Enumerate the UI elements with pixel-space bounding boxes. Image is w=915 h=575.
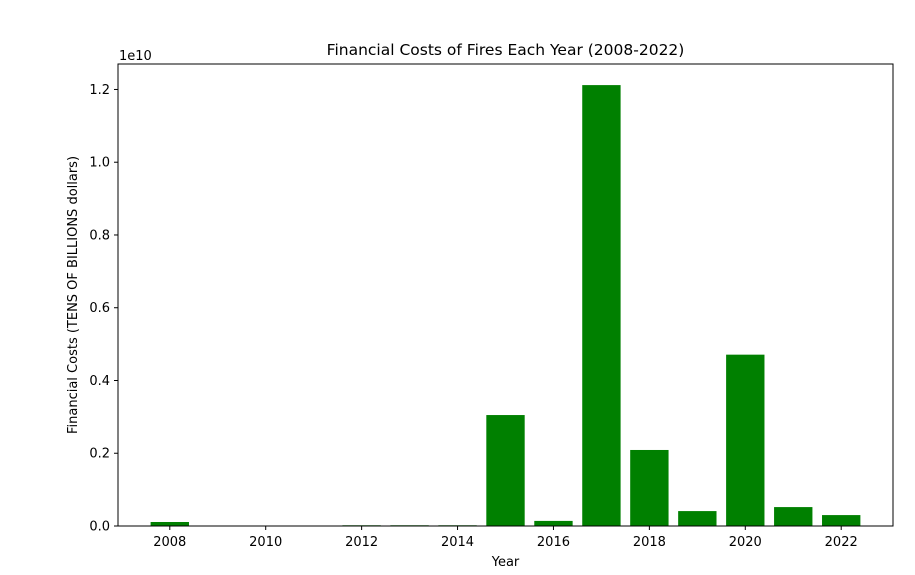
x-tick-label: 2008: [153, 535, 186, 550]
x-tick-label: 2020: [729, 535, 762, 550]
x-tick-label: 2022: [825, 535, 858, 550]
x-tick-label: 2012: [345, 535, 378, 550]
x-axis-label: Year: [491, 555, 520, 570]
x-tick-label: 2010: [249, 535, 282, 550]
bar-2020: [726, 354, 765, 526]
y-tick-label: 1.0: [89, 156, 110, 171]
y-axis-label: Financial Costs (TENS OF BILLIONS dollar…: [66, 156, 81, 434]
y-offset-text: 1e10: [119, 49, 152, 64]
bar-2022: [822, 515, 861, 526]
plot-frame: [117, 63, 894, 527]
bar-2019: [678, 511, 717, 526]
bar-2015: [486, 415, 525, 526]
x-tick-label: 2014: [441, 535, 474, 550]
y-tick-label: 0.8: [89, 228, 110, 243]
x-tick-label: 2018: [633, 535, 666, 550]
y-tick-label: 0.6: [89, 301, 110, 316]
bar-2008: [150, 521, 189, 526]
bars-group: [150, 85, 861, 526]
chart-title: Financial Costs of Fires Each Year (2008…: [327, 41, 685, 59]
bar-2017: [582, 85, 621, 526]
bar-2018: [630, 449, 669, 526]
y-tick-label: 1.2: [89, 83, 110, 98]
x-axis-ticks: 2008 2010 2012 2014 2016 2018 2020 2022: [153, 526, 858, 550]
y-tick-label: 0.0: [89, 520, 110, 535]
y-axis-ticks: 0.0 0.2 0.4 0.6 0.8 1.0 1.2: [89, 83, 118, 535]
y-tick-label: 0.2: [89, 447, 110, 462]
y-tick-label: 0.4: [89, 374, 110, 389]
bar-2021: [774, 507, 813, 526]
bar-2016: [534, 520, 573, 526]
x-tick-label: 2016: [537, 535, 570, 550]
